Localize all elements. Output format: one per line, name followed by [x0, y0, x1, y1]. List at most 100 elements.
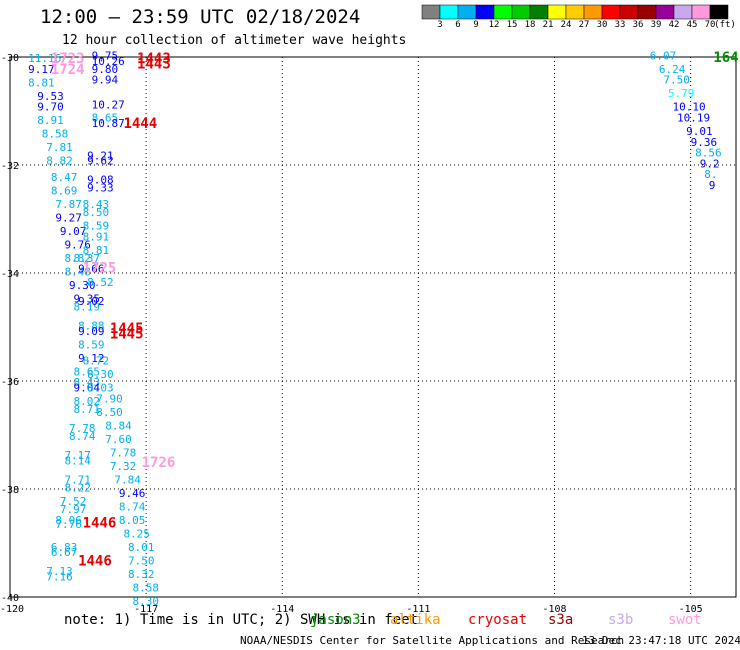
wave-height-label: 9 — [709, 179, 716, 192]
wave-height-label: 10.26 — [92, 55, 125, 68]
wave-height-label: 6.83 — [51, 541, 78, 554]
colorbar-swatch — [673, 4, 693, 20]
wave-height-label: 9.80 — [92, 63, 119, 76]
wave-height-label: 8.22 — [64, 481, 91, 494]
x-tick-label: -111 — [406, 604, 430, 615]
wave-height-label: 9.2 — [700, 157, 720, 170]
colorbar-tick-label: 45 — [686, 20, 698, 30]
wave-height-label: 8.02 — [74, 395, 101, 408]
wave-height-label: 7.84 — [114, 473, 141, 486]
y-tick-label: -30 — [1, 53, 19, 64]
y-tick-label: -36 — [1, 377, 19, 388]
wave-height-label: 10.27 — [92, 99, 125, 112]
wave-height-label: 9.08 — [87, 174, 114, 187]
wave-height-label: 9.46 — [119, 487, 145, 500]
x-tick-label: -120 — [0, 604, 24, 615]
satellite-legend-altika: altika — [390, 612, 441, 628]
colorbar-swatch — [619, 4, 639, 20]
wave-height-label: 8.82 — [64, 252, 91, 265]
satellite-legend-s3b: s3b — [608, 612, 634, 628]
wave-height-label: 10.19 — [677, 111, 710, 124]
pass-number-label: 1723 — [51, 51, 85, 67]
colorbar-tick-label: 6 — [455, 20, 461, 30]
wave-height-label: 9.94 — [92, 74, 119, 87]
colorbar-swatch — [511, 4, 531, 20]
wave-height-label: 8.59 — [83, 219, 110, 232]
footer-note: note: 1) Time is in UTC; 2) SWH is in fe… — [64, 612, 419, 628]
pass-number-label: 1726 — [142, 455, 176, 471]
pass-number-label: 1445 — [110, 321, 144, 337]
wave-height-label: 9.53 — [37, 90, 64, 103]
wave-height-label: 7.90 — [96, 392, 123, 405]
colorbar-swatch — [475, 4, 495, 20]
wave-height-label: 8.65 — [92, 111, 119, 124]
wave-height-label: 8.72 — [83, 354, 110, 367]
footer-credit: NOAA/NESDIS Center for Satellite Applica… — [240, 634, 625, 647]
wave-height-label: 8.58 — [42, 128, 68, 141]
wave-height-label: 9.76 — [64, 238, 91, 251]
satellite-legend-swot: swot — [668, 612, 702, 628]
wave-height-label: 8.91 — [37, 114, 64, 127]
plot-frame — [9, 56, 737, 598]
wave-height-label: 8.88 — [78, 319, 105, 332]
wave-height-label: 8.30 — [133, 595, 160, 608]
wave-height-label: 9.66 — [78, 263, 105, 276]
wave-height-label: 8.03 — [87, 381, 114, 394]
wave-height-label: 7.50 — [663, 74, 690, 87]
wave-height-label: 9.12 — [78, 352, 105, 365]
satellite-legend-jason3: jason3 — [310, 612, 361, 628]
colorbar-swatch — [493, 4, 513, 20]
colorbar-tick-label: 12 — [488, 20, 500, 30]
wave-height-label: 9.07 — [60, 225, 87, 238]
wave-height-label: 7.60 — [105, 433, 132, 446]
x-tick-label: -108 — [542, 604, 566, 615]
wave-height-label: 8.43 — [74, 376, 101, 389]
page-title: 12:00 – 23:59 UTC 02/18/2024 — [40, 6, 361, 28]
satellite-legend-cryosat: cryosat — [468, 612, 528, 628]
wave-height-label: 9.27 — [55, 211, 82, 224]
colorbar-tick-label: 70 — [704, 20, 716, 30]
colorbar-swatch — [637, 4, 657, 20]
wave-height-label: 8.37 — [74, 252, 101, 265]
colorbar-tick-label: 33 — [614, 20, 626, 30]
wave-height-label: 7.76 — [55, 518, 82, 531]
wave-height-label: 8.65 — [74, 365, 101, 378]
colorbar-tick-label: 36 — [632, 20, 644, 30]
colorbar-tick-label: 3 — [437, 20, 443, 30]
colorbar-tick-label: 9 — [473, 20, 479, 30]
wave-height-label: 8.84 — [105, 419, 132, 432]
wave-height-label: 9.04 — [74, 381, 101, 394]
wave-height-label: 9.30 — [69, 279, 96, 292]
colorbar-swatch — [565, 4, 585, 20]
wave-height-label: 6.07 — [650, 49, 677, 62]
wave-height-label: 9.02 — [78, 295, 105, 308]
pass-number-label: 1443 — [137, 51, 171, 67]
wave-height-label: 7.32 — [110, 460, 137, 473]
y-tick-label: -34 — [1, 269, 19, 280]
wave-height-label: 8.74 — [119, 500, 146, 513]
wave-height-label: 7.97 — [60, 503, 87, 516]
wave-height-label: 9.21 — [87, 149, 114, 162]
wave-height-label: 8.06 — [55, 514, 82, 527]
wave-height-label: 8.74 — [69, 430, 96, 443]
wave-height-label: 5.79 — [668, 87, 695, 100]
pass-number-label: 1725 — [83, 261, 117, 277]
wave-height-label: 8.58 — [133, 581, 160, 594]
pass-number-label: 1445 — [110, 326, 144, 342]
colorbar-swatch — [439, 4, 459, 20]
wave-height-label: 10.87 — [92, 117, 125, 130]
wave-height-label: 7.78 — [69, 422, 96, 435]
colorbar-swatch — [691, 4, 711, 20]
page-subtitle: 12 hour collection of altimeter wave hei… — [62, 33, 407, 48]
wave-height-label: 9.01 — [686, 125, 713, 138]
wave-height-label: 8.50 — [83, 206, 110, 219]
colorbar-tick-label: 27 — [578, 20, 590, 30]
colorbar-swatch — [421, 4, 441, 20]
wave-height-label: 8.69 — [51, 184, 78, 197]
pass-number-label: 1446 — [83, 515, 117, 531]
wave-height-label: 7.52 — [60, 495, 87, 508]
wave-height-label: 8.52 — [87, 276, 114, 289]
wave-height-label: 9.36 — [691, 136, 718, 149]
wave-height-label: 8.14 — [64, 454, 91, 467]
wave-height-label: 8.50 — [96, 406, 123, 419]
